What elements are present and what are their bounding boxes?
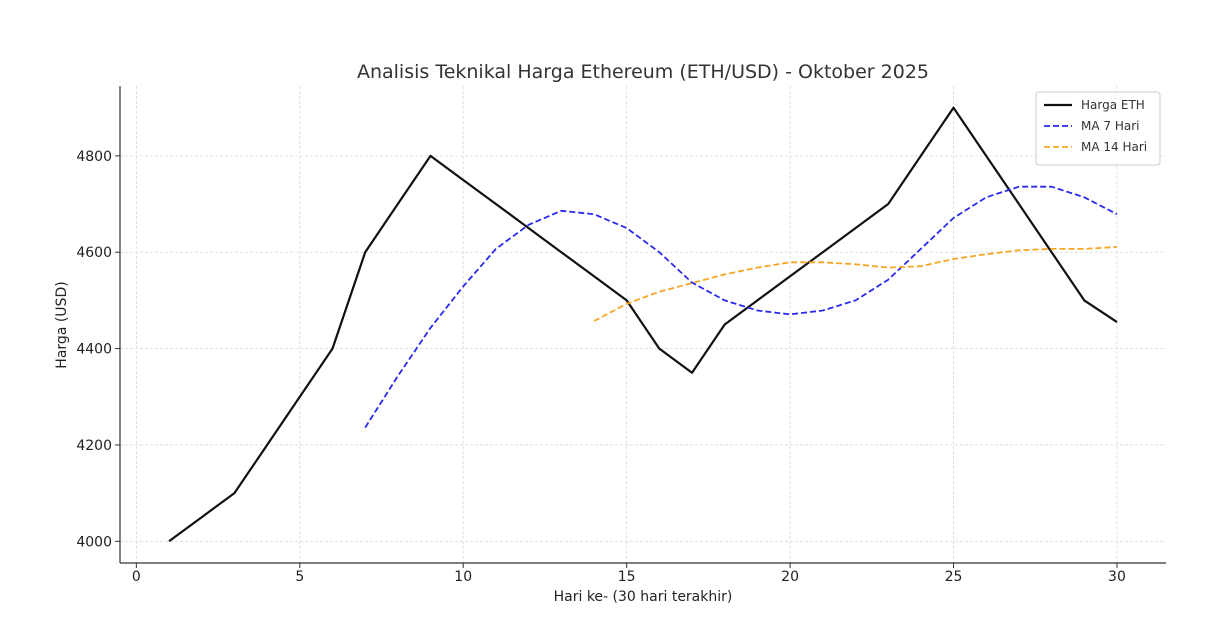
legend-label-1: Harga ETH bbox=[1081, 98, 1145, 112]
y-tick-label: 4000 bbox=[76, 534, 112, 550]
y-tick-label: 4200 bbox=[76, 438, 112, 454]
series-lines bbox=[168, 106, 1118, 543]
x-tick-label: 15 bbox=[618, 569, 636, 585]
grid-lines bbox=[120, 86, 1166, 563]
y-tick-label: 4400 bbox=[76, 342, 112, 358]
x-tick-label: 30 bbox=[1108, 569, 1126, 585]
legend-label-2: MA 7 Hari bbox=[1081, 119, 1139, 133]
y-tick-label: 4600 bbox=[76, 245, 112, 261]
y-tick-label: 4800 bbox=[76, 149, 112, 165]
x-ticks: 0 5 10 15 20 25 30 bbox=[132, 563, 1126, 585]
y-ticks: 4000 4200 4400 4600 4800 bbox=[76, 149, 120, 550]
x-tick-label: 5 bbox=[295, 569, 304, 585]
legend-label-3: MA 14 Hari bbox=[1081, 140, 1147, 154]
series-line-3 bbox=[593, 246, 1118, 322]
series-line-1 bbox=[168, 106, 1118, 543]
x-tick-label: 0 bbox=[132, 569, 141, 585]
legend: Harga ETH MA 7 Hari MA 14 Hari bbox=[1035, 91, 1161, 166]
series-line-2 bbox=[364, 185, 1118, 429]
x-tick-label: 20 bbox=[781, 569, 799, 585]
chart-title: Analisis Teknikal Harga Ethereum (ETH/US… bbox=[357, 61, 929, 83]
x-axis-label: Hari ke- (30 hari terakhir) bbox=[554, 589, 733, 605]
x-tick-label: 10 bbox=[454, 569, 472, 585]
y-axis-label: Harga (USD) bbox=[54, 281, 70, 368]
x-tick-label: 25 bbox=[945, 569, 963, 585]
